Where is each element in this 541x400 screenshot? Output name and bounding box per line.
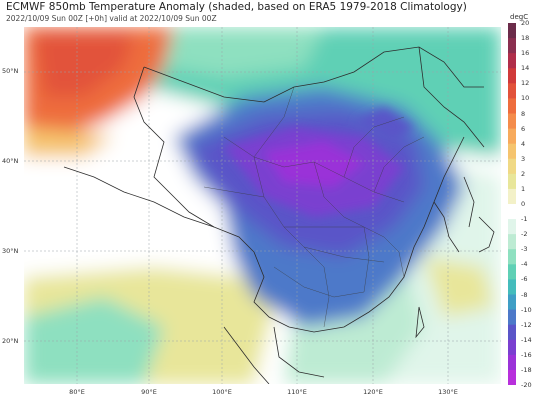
colorbar-segment <box>508 83 516 99</box>
colorbar-segment <box>508 98 516 114</box>
colorbar-segment <box>508 159 516 175</box>
colorbar-tick-label: -12 <box>521 321 532 329</box>
colorbar-tick-label: 4 <box>521 140 525 148</box>
lon-label-130e: 130°E <box>438 388 458 396</box>
lon-label-100e: 100°E <box>212 388 232 396</box>
colorbar-segment <box>508 340 516 356</box>
lon-label-80e: 80°E <box>69 388 85 396</box>
lat-label-20n: 20°N <box>2 337 18 345</box>
lon-label-90e: 90°E <box>141 388 157 396</box>
colorbar-tick-label: 18 <box>521 34 529 42</box>
colorbar-segment <box>508 310 516 326</box>
colorbar-tick-label: 12 <box>521 79 529 87</box>
colorbar-tick-label: 10 <box>521 94 529 102</box>
colorbar-segment <box>508 295 516 311</box>
colorbar-tick-label: -10 <box>521 306 532 314</box>
colorbar-tick-label: -14 <box>521 336 532 344</box>
colorbar-tick-label: -6 <box>521 275 527 283</box>
colorbar-tick-label: -16 <box>521 351 532 359</box>
colorbar-segment <box>508 219 516 235</box>
colorbar-segment <box>508 279 516 295</box>
colorbar-tick-label: -18 <box>521 366 532 374</box>
colorbar-tick-label: -8 <box>521 291 527 299</box>
colorbar-tick-label: 3 <box>521 155 525 163</box>
lat-label-50n: 50°N <box>2 67 18 75</box>
colorbar-tick-label: 2 <box>521 170 525 178</box>
colorbar-tick-label: 8 <box>521 110 525 118</box>
colorbar-tick-label: 6 <box>521 125 525 133</box>
colorbar-tick-label: -20 <box>521 381 532 389</box>
colorbar-segment <box>508 23 516 39</box>
colorbar-segment <box>508 68 516 84</box>
colorbar-segment <box>508 370 516 385</box>
lat-label-30n: 30°N <box>2 247 18 255</box>
colorbar-segment <box>508 114 516 130</box>
lat-label-40n: 40°N <box>2 157 18 165</box>
lon-label-120e: 120°E <box>363 388 383 396</box>
colorbar-tick-label: 1 <box>521 185 525 193</box>
colorbar-segment <box>508 264 516 280</box>
colorbar-segment <box>508 204 516 220</box>
colorbar-tick-label: -4 <box>521 260 527 268</box>
colorbar-segment <box>508 325 516 341</box>
colorbar-segment <box>508 249 516 265</box>
colorbar-segment <box>508 129 516 145</box>
colorbar-segment <box>508 189 516 205</box>
colorbar-segment <box>508 174 516 190</box>
colorbar-tick-label: -3 <box>521 245 527 253</box>
temperature-anomaly-map <box>24 27 501 384</box>
lon-label-110e: 110°E <box>287 388 307 396</box>
map-subtitle: 2022/10/09 Sun 00Z [+0h] valid at 2022/1… <box>6 14 217 23</box>
colorbar-segment <box>508 38 516 54</box>
colorbar-tick-label: 0 <box>521 200 525 208</box>
colorbar-tick-label: 20 <box>521 19 529 27</box>
colorbar-tick-label: 14 <box>521 64 529 72</box>
colorbar-segment <box>508 234 516 250</box>
colorbar-tick-label: -1 <box>521 215 527 223</box>
colorbar-tick-label: 16 <box>521 49 529 57</box>
map-canvas <box>24 27 501 384</box>
colorbar-segment <box>508 53 516 69</box>
colorbar-tick-label: -2 <box>521 230 527 238</box>
colorbar <box>508 23 516 385</box>
colorbar-segment <box>508 355 516 371</box>
colorbar-segment <box>508 144 516 160</box>
map-title: ECMWF 850mb Temperature Anomaly (shaded,… <box>6 1 467 13</box>
